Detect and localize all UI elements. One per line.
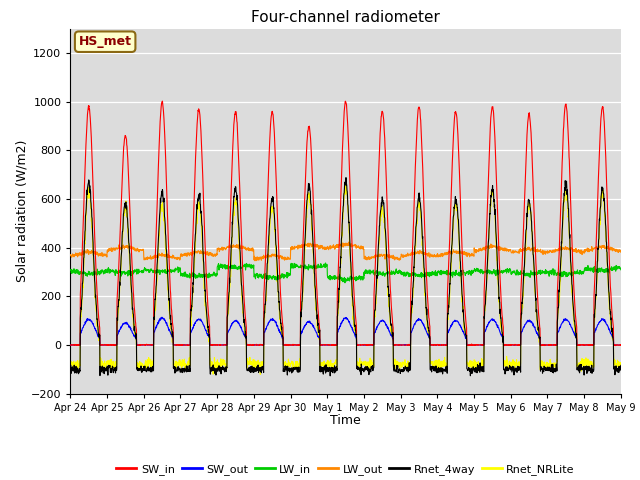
Legend: SW_in, SW_out, LW_in, LW_out, Rnet_4way, Rnet_NRLite: SW_in, SW_out, LW_in, LW_out, Rnet_4way,… (112, 459, 579, 479)
Text: HS_met: HS_met (79, 35, 132, 48)
X-axis label: Time: Time (330, 414, 361, 427)
Y-axis label: Solar radiation (W/m2): Solar radiation (W/m2) (15, 140, 28, 282)
Title: Four-channel radiometer: Four-channel radiometer (251, 10, 440, 25)
